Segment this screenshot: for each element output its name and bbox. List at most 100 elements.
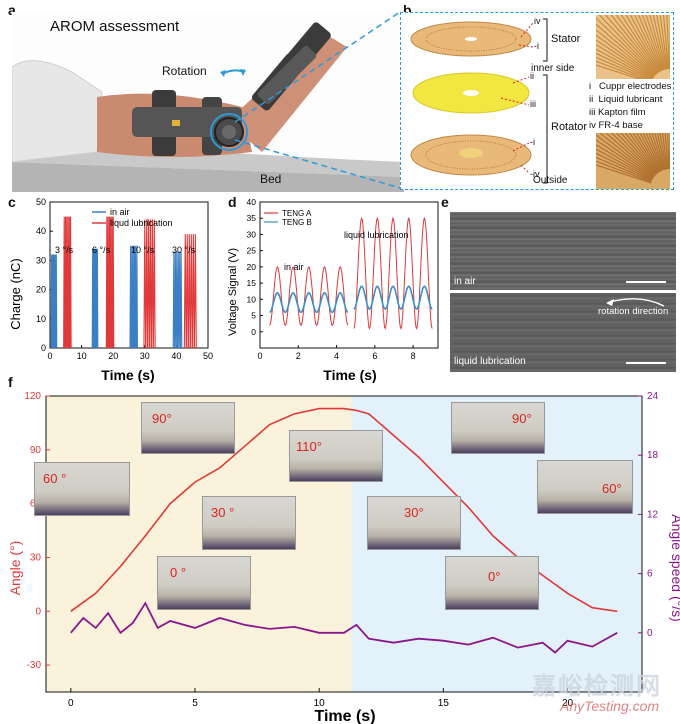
chart-d-xtick-label: 2 [296,351,301,361]
chart-c-legend-air: in air [110,207,130,217]
chart-f-xtick-label: 10 [314,698,326,709]
electrode-line [615,15,659,74]
chart-c-ytick-label: 40 [36,226,46,236]
chart-d-xtick-label: 4 [334,351,339,361]
chart-c-pulse [96,248,99,349]
electrode-line [645,15,665,71]
thumbnail-90-right: 90° [451,402,545,454]
chart-c-xtick-label: 50 [203,351,213,361]
chart-f-ylabel: Angle (°) [7,541,23,596]
chart-f-xtick-label: 15 [438,698,450,709]
chart-f-y2tick-label: 24 [647,391,659,402]
panel-label-f: f [8,374,13,390]
chart-c-pulse [177,251,180,349]
electrode-line [596,17,656,76]
chart-d-ytick-label: 35 [247,213,257,223]
rotation-arrow-icon [606,298,665,307]
scale-bar-top [626,281,666,283]
chart-f-y2tick-label: 0 [647,628,653,639]
electrode-line [666,15,670,70]
electrode-line [656,15,668,70]
thumb-label: 30 ° [211,505,235,520]
legend-item-ii: ii Liquid lubricant [589,94,663,105]
chart-d-legend-b: TENG B [282,218,312,227]
watermark-cn: 嘉峪检测网 [532,673,662,700]
electrode-line [596,48,653,81]
chart-d-ytick-label: 15 [247,278,257,288]
legend-item-i: i Cuppr electrodes [589,81,672,92]
panel-e-sem-images: in air rotation direction liquid lubrica… [450,212,676,372]
chart-c-pulse [135,245,139,349]
thumbnail-60-left: 60 ° [34,462,130,516]
chart-c-charge: 0 10 20 30 40 50 0 10 20 30 40 50 Charge (nC) Time … [8,197,213,383]
chart-c-pulse [145,219,149,349]
chart-c-pulse [150,219,154,349]
chart-c-xtick-label: 40 [171,351,181,361]
chart-c-xtick-label: 0 [47,351,52,361]
electrode-line [652,15,667,70]
electrode-line [633,15,662,72]
chart-f-xtick-label: 0 [68,698,74,709]
bed-label: Bed [260,172,282,186]
panel-a-illustration: AROM assessment Rotation Bed [12,12,404,192]
electrode-line [662,15,669,70]
scale-bar-bottom [626,362,666,364]
chart-c-pulse [189,234,193,349]
chart-c-xtick-label: 30 [140,351,150,361]
arom-title: AROM assessment [50,18,180,35]
stator-label: Stator [551,33,581,45]
arm-brace-illustration [12,22,404,192]
watermark-en: AnyTesting.com [560,698,660,714]
chart-c-pulse [175,251,178,349]
chart-d-ytick-label: 30 [247,229,257,239]
chart-d-ytick-label: 5 [251,311,256,321]
chart-c-pulse [179,251,183,349]
chart-d-xlabel: Time (s) [323,367,376,383]
electrode-line [596,156,652,182]
chart-c-ytick-label: 10 [36,314,46,324]
chart-c-annotation-10: 10 °/s [131,245,155,255]
chart-f-y2label: Angle speed (°/s) [669,514,680,622]
electrode-line [610,15,659,74]
sem-label-liquid: liquid lubrication [454,356,526,367]
electrode-line [598,15,657,75]
thumb-label: 0 ° [170,565,187,580]
sem-image-air [450,212,676,290]
thumb-label: 90° [152,411,172,426]
chart-c-pulse [143,219,147,349]
thumbnail-30-right: 30° [367,496,461,550]
chart-c-pulse [149,219,152,349]
sem-image-liquid [450,293,676,372]
thumbnail-110: 110° [289,430,383,482]
chart-d-series-line [269,266,349,327]
chart-f-xlabel: Time (s) [314,708,375,724]
electrode-line [620,15,660,73]
chart-f-y2tick-label: 12 [647,509,659,520]
panel-label-a: a [8,2,16,18]
electrode-line [596,160,652,183]
legend-item-iii: iii Kapton film [589,107,646,118]
rotator-label: Rotator [551,121,588,133]
chart-d-annotation-liquid: liquid lubrication [344,230,409,240]
thumbnail-0-right: 0° [445,556,539,610]
chart-c-pulse [183,234,187,349]
electrode-line [596,34,655,78]
electrode-line [596,56,652,82]
electrode-line [629,15,662,72]
chart-c-pulse [152,219,156,349]
electrode-line [637,15,663,71]
chart-f-ytick-label: 0 [35,606,41,617]
chart-f-speed-line [70,601,618,654]
panel-label-d: d [228,194,237,210]
chart-f-frame [45,395,643,693]
electrode-line [596,152,653,181]
chart-d-ytick-label: 40 [247,197,257,207]
chart-d-voltage: 0 2 4 6 8 0 5 10 15 20 25 30 35 40 Voltage Signal (V)… [227,197,439,383]
chart-c-pulse [69,216,72,349]
panel-label-e: e [441,194,449,210]
thumb-label: 90° [512,411,532,426]
chart-c-annotation-3: 3 °/s [55,245,74,255]
thumb-label: 30° [404,505,424,520]
electrode-line [596,129,655,177]
chart-d-frame [259,201,439,349]
